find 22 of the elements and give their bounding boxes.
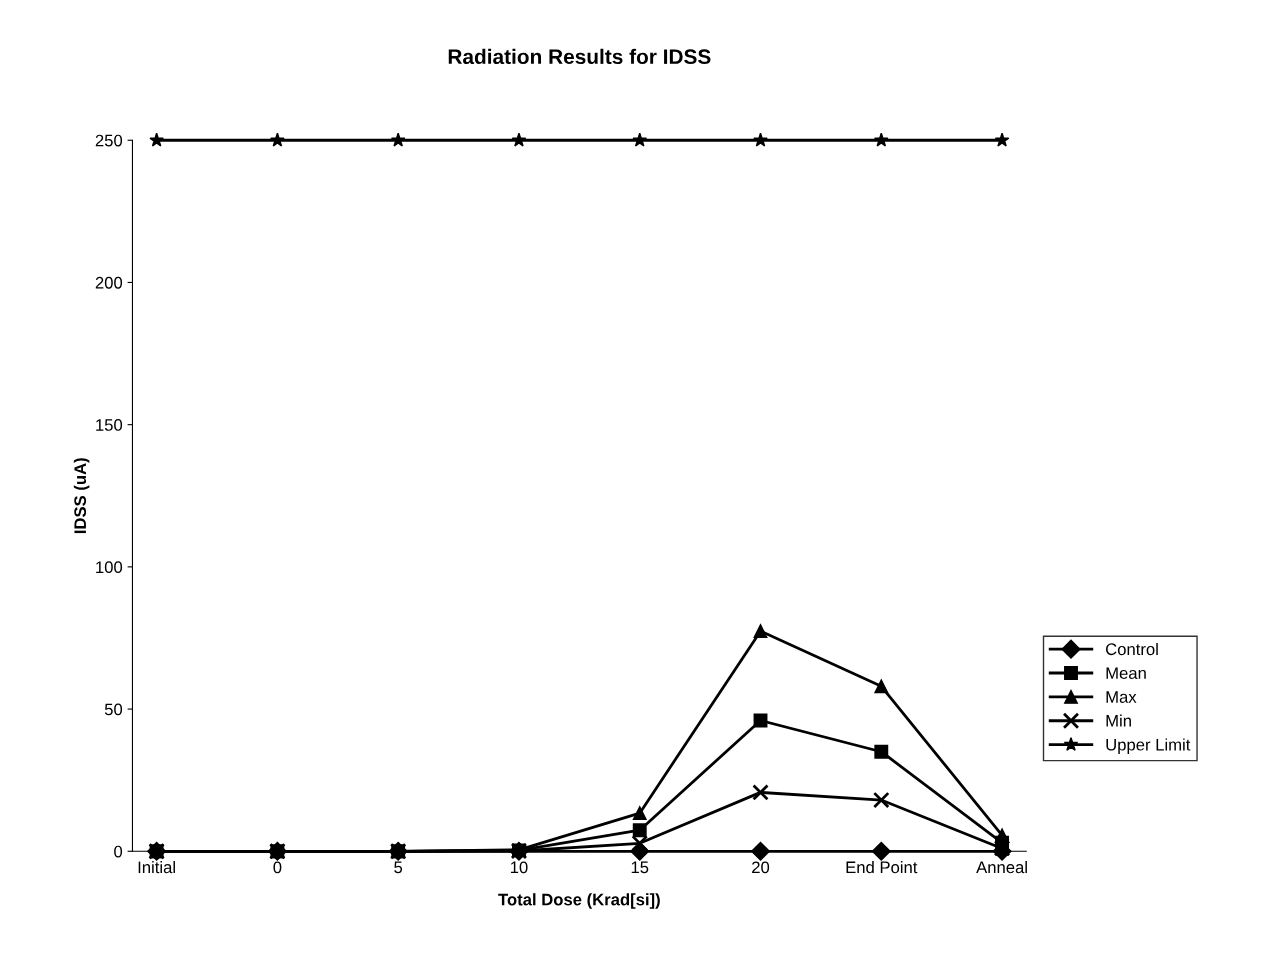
y-axis-title: IDSS (uA) (73, 458, 90, 534)
x-axis-title: Total Dose (Krad[si]) (498, 893, 660, 909)
legend-label: Mean (1106, 667, 1146, 680)
x-tick-label: 10 (510, 861, 528, 874)
x-tick-label: 0 (273, 861, 282, 874)
legend-label: Upper Limit (1106, 738, 1191, 754)
y-tick-label: 100 (96, 561, 123, 574)
y-tick-label: 50 (104, 703, 123, 716)
legend-label: Control (1106, 642, 1158, 656)
legend-label: Max (1106, 691, 1137, 703)
x-tick-label: 5 (394, 861, 403, 874)
x-tick-label: Anneal (976, 861, 1027, 874)
y-tick-label: 0 (114, 845, 123, 858)
x-tick-label: Initial (138, 861, 175, 874)
y-tick-label: 200 (95, 276, 123, 289)
chart-title: Radiation Results for IDSS (448, 48, 711, 65)
y-tick-label: 250 (95, 134, 123, 147)
x-tick-label: End Point (846, 861, 918, 874)
y-tick-label: 150 (96, 419, 123, 431)
legend-label: Min (1106, 714, 1131, 727)
x-tick-label: 15 (631, 861, 649, 874)
x-tick-label: 20 (752, 861, 770, 874)
